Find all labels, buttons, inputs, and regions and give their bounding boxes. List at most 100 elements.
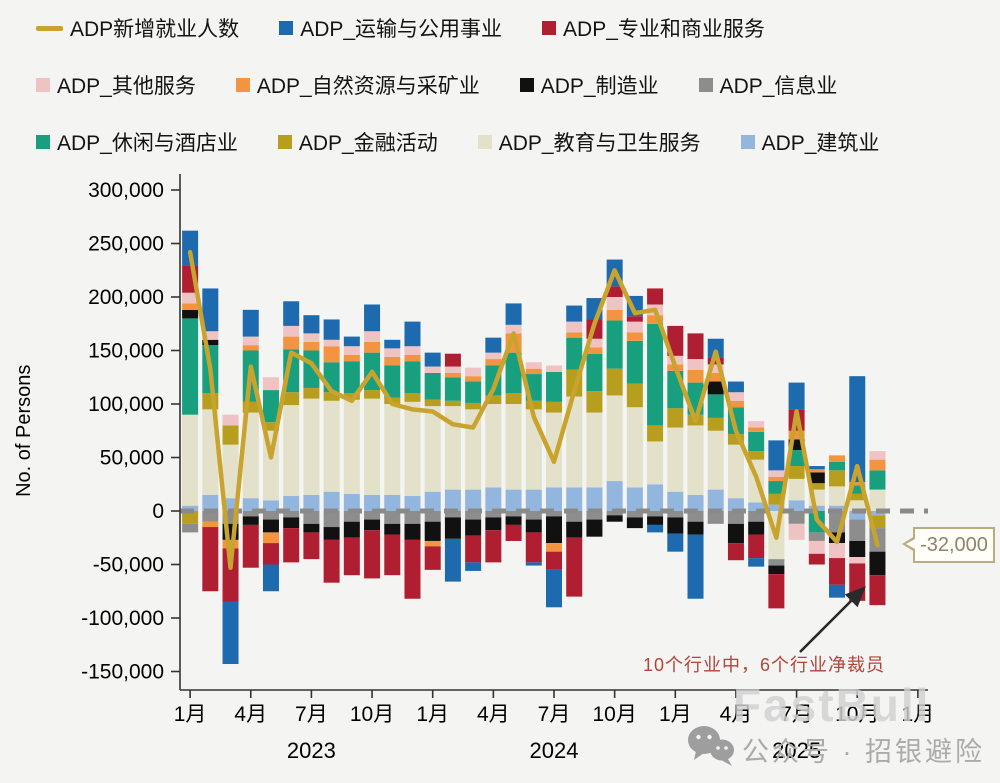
- bar-segment: [849, 511, 866, 520]
- bar-segment: [202, 521, 219, 528]
- bar-segment: [242, 401, 259, 413]
- x-tick-label: 1月: [416, 703, 449, 726]
- bar-segment: [707, 511, 724, 524]
- bar-segment: [566, 305, 583, 322]
- bar-segment: [202, 527, 219, 592]
- legend-row: ADP_休闲与酒店业 ADP_金融活动 ADP_教育与卫生服务 ADP_建筑业: [36, 126, 986, 158]
- bar-segment: [707, 417, 724, 431]
- bar-segment: [829, 486, 846, 506]
- x-axis-year-label: 2024: [530, 738, 579, 763]
- y-tick-label: 100,000: [88, 393, 164, 416]
- wechat-watermark: 公众号 · 招银避险: [684, 722, 985, 769]
- bar-segment: [606, 320, 623, 369]
- legend-item: ADP_教育与卫生服务: [477, 127, 701, 157]
- bar-segment: [444, 511, 461, 518]
- legend-square-swatch: [36, 135, 50, 149]
- bar-segment: [384, 365, 401, 398]
- bar-segment: [404, 539, 421, 599]
- bar-segment: [829, 584, 846, 598]
- bar-segment: [647, 524, 664, 533]
- bar-segment: [768, 565, 785, 575]
- bar-segment: [364, 304, 381, 332]
- bar-segment: [647, 441, 664, 485]
- bar-segment: [202, 511, 219, 522]
- bar-segment: [202, 409, 219, 495]
- bar-segment: [384, 404, 401, 495]
- bar-segment: [748, 558, 765, 567]
- bar-segment: [788, 382, 805, 410]
- bar-segment: [202, 494, 219, 511]
- legend-label: ADP_信息业: [719, 75, 838, 98]
- bar-segment: [404, 496, 421, 511]
- bar-segment: [404, 346, 421, 355]
- legend-square-swatch: [542, 21, 557, 35]
- bar-segment: [364, 494, 381, 511]
- y-axis-title: No. of Persons: [13, 365, 35, 497]
- bar-segment: [242, 345, 259, 351]
- bar-segment: [485, 487, 502, 511]
- legend-label: ADP_其他服务: [57, 75, 196, 98]
- bar-segment: [505, 524, 522, 541]
- bar-segment: [222, 548, 239, 602]
- bar-segment: [748, 511, 765, 522]
- bar-segment: [727, 523, 744, 544]
- bar-segment: [424, 540, 441, 547]
- legend-square-swatch: [235, 78, 250, 92]
- bar-segment: [546, 511, 562, 517]
- bar-segment: [768, 574, 785, 609]
- bar-segment: [384, 494, 401, 511]
- layoff-note: 10个行业中，6个行业净裁员: [643, 655, 886, 675]
- bar-segment: [849, 519, 866, 541]
- bar-segment: [303, 523, 320, 533]
- bar-segment: [262, 511, 279, 520]
- bar-segment: [182, 414, 199, 506]
- y-tick-label: 300,000: [88, 179, 164, 202]
- x-tick-label: 7月: [295, 703, 328, 726]
- bar-segment: [667, 325, 684, 356]
- bar-segment: [485, 352, 502, 360]
- bar-segment: [707, 381, 724, 395]
- bar-segment: [505, 303, 522, 325]
- legend-square-swatch: [740, 135, 755, 149]
- bar-segment: [505, 511, 522, 517]
- bar-segment: [343, 354, 360, 362]
- bar-segment: [849, 540, 866, 558]
- bar-segment: [808, 532, 825, 541]
- bar-segment: [283, 511, 300, 518]
- bar-segment: [465, 511, 482, 520]
- bar-segment: [727, 433, 744, 445]
- bar-segment: [707, 338, 724, 358]
- bar-segment: [566, 521, 583, 538]
- legend-line-swatch: [36, 25, 63, 31]
- bar-segment: [566, 321, 583, 333]
- bar-segment: [667, 511, 684, 518]
- bar-segment: [444, 353, 461, 367]
- bar-segment: [525, 489, 542, 511]
- bar-segment: [808, 466, 825, 470]
- bar-segment: [485, 517, 502, 531]
- bar-segment: [444, 517, 461, 539]
- bar-segment: [242, 524, 259, 568]
- bar-segment: [424, 352, 441, 367]
- x-tick-label: 10月: [350, 703, 394, 726]
- bar-segment: [626, 407, 643, 488]
- bar-segment: [364, 519, 381, 531]
- bar-segment: [323, 511, 340, 528]
- bar-segment: [667, 517, 684, 534]
- bar-segment: [465, 535, 482, 563]
- bar-segment: [768, 440, 785, 471]
- bar-segment: [424, 399, 441, 407]
- bar-segment: [546, 543, 562, 552]
- legend-item: ADP_运输与公用事业: [279, 13, 502, 43]
- bar-segment: [606, 297, 623, 310]
- bar-segment: [869, 451, 886, 460]
- bar-segment: [202, 331, 219, 340]
- bar-segment: [343, 537, 360, 576]
- y-tick-label: 0: [152, 500, 164, 523]
- y-tick-label: -150,000: [81, 661, 164, 684]
- bar-segment: [202, 339, 219, 346]
- bar-segment: [242, 498, 259, 511]
- bar-segment: [444, 400, 461, 407]
- bar-segment: [262, 390, 279, 423]
- bar-segment: [343, 511, 360, 522]
